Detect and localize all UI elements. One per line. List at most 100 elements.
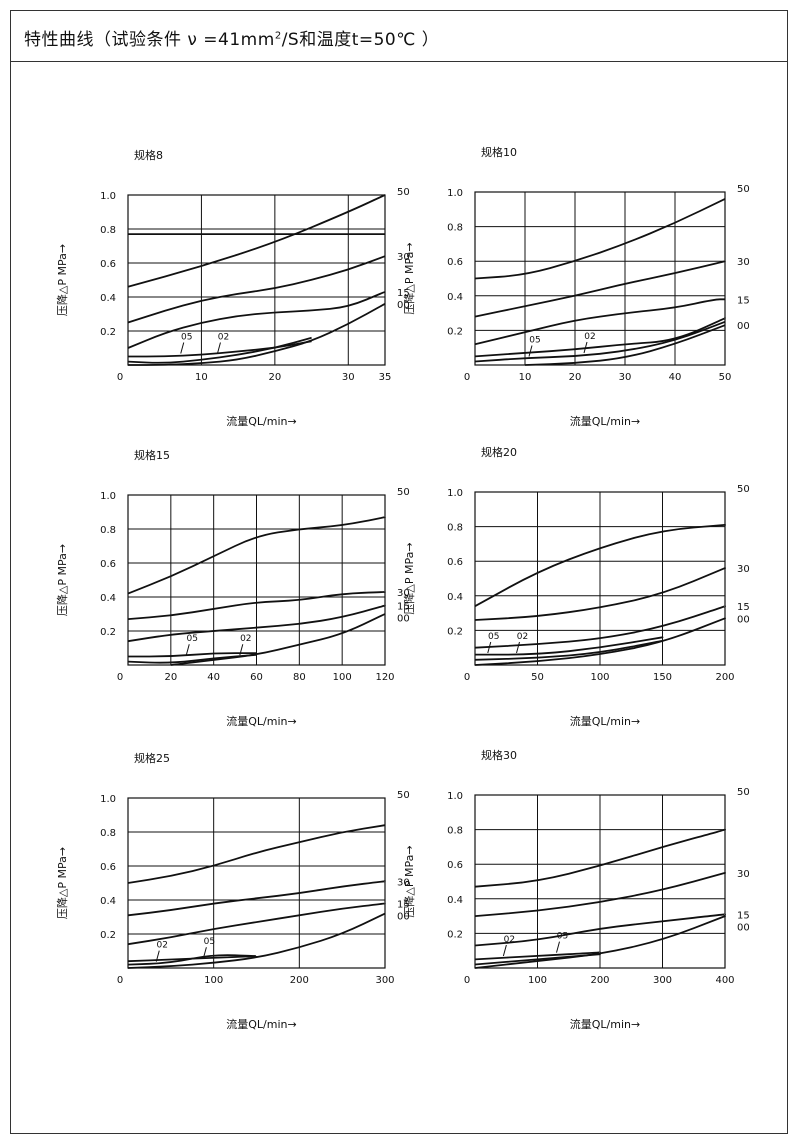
x-tick-label: 100: [590, 672, 609, 683]
series-line-50: [474, 198, 726, 280]
y-tick-label: 0.2: [100, 327, 116, 338]
page-frame: [10, 10, 788, 1134]
annotation-leader: [487, 641, 492, 654]
series-line-30: [474, 260, 726, 318]
x-tick-label: 0: [464, 672, 470, 683]
y-tick-label: 0.2: [447, 326, 463, 337]
annotation-leader: [180, 342, 185, 354]
x-axis-label: 流量QL/min→: [570, 414, 640, 428]
series-label: 30: [397, 877, 410, 888]
page-header: 特性曲线（试验条件 ν =41mm2/S和温度t=50℃ ）: [10, 10, 788, 62]
x-tick-label: 0: [117, 975, 123, 986]
series-line-15: [474, 298, 725, 346]
annotation-leader: [502, 944, 507, 957]
curve-annotation: 02: [504, 935, 515, 945]
series-line-30: [127, 255, 386, 324]
series-label: 00: [397, 911, 410, 922]
curve-annotation: 05: [204, 937, 215, 947]
y-axis-label: 压降△P MPa→: [55, 847, 69, 919]
y-tick-label: 0.8: [447, 223, 463, 234]
series-label: 50: [397, 487, 410, 498]
series-label: 15: [397, 899, 410, 910]
x-tick-label: 200: [590, 975, 609, 986]
y-tick-label: 1.0: [100, 491, 116, 502]
y-tick-label: 0.4: [447, 592, 463, 603]
y-axis-label: 压降△P MPa→: [402, 845, 416, 917]
series-line-50: [474, 524, 726, 607]
y-tick-label: 0.6: [447, 257, 463, 268]
series-line-30: [474, 567, 726, 621]
y-tick-label: 0.2: [100, 627, 116, 638]
y-tick-label: 0.4: [447, 895, 463, 906]
curve-annotation: 02: [584, 332, 595, 342]
y-axis-label: 压降△P MPa→: [402, 542, 416, 614]
series-line-02: [127, 955, 258, 963]
series-label: 30: [397, 588, 410, 599]
chart-title: 规格10: [481, 145, 517, 159]
series-label: 50: [397, 790, 410, 801]
y-tick-label: 0.6: [447, 557, 463, 568]
curve-annotation: 05: [488, 632, 499, 642]
series-line-50: [474, 828, 726, 888]
x-tick-label: 20: [164, 672, 177, 683]
x-tick-label: 120: [375, 672, 394, 683]
chart-title: 规格25: [134, 751, 170, 765]
x-tick-label: 30: [619, 372, 632, 383]
annotation-leader: [583, 341, 588, 354]
title-superscript: 2: [274, 30, 282, 42]
chart-title: 规格20: [481, 445, 517, 459]
curve-annotation: 02: [240, 634, 251, 644]
curve-annotation: 02: [157, 941, 168, 951]
series-line-15: [127, 290, 386, 349]
y-tick-label: 1.0: [447, 791, 463, 802]
y-tick-label: 0.6: [100, 862, 116, 873]
series-line-30: [127, 880, 386, 917]
curve-annotation: 05: [181, 333, 192, 343]
series-label: 15: [737, 910, 750, 921]
chart-title: 规格30: [481, 748, 517, 762]
series-line-50: [127, 194, 386, 288]
series-line-05: [475, 636, 664, 656]
y-tick-label: 0.8: [100, 225, 116, 236]
series-label: 50: [737, 184, 750, 195]
series-label: 50: [737, 484, 750, 495]
series-label: 00: [397, 300, 410, 311]
series-line-15: [474, 605, 726, 649]
annotation-leader: [202, 947, 207, 959]
x-tick-label: 300: [653, 975, 672, 986]
y-tick-label: 0.2: [100, 930, 116, 941]
curve-annotation: 02: [517, 632, 528, 642]
x-axis-label: 流量QL/min→: [570, 714, 640, 728]
series-line-00: [474, 617, 726, 666]
x-tick-label: 35: [379, 372, 392, 383]
series-line-00: [474, 915, 726, 969]
x-tick-label: 100: [333, 672, 352, 683]
x-tick-label: 400: [715, 975, 734, 986]
series-line-00: [170, 613, 386, 666]
x-tick-label: 0: [464, 975, 470, 986]
series-line-00: [524, 324, 726, 366]
y-axis-label: 压降△P MPa→: [55, 244, 69, 316]
series-line-02: [474, 320, 726, 363]
y-tick-label: 0.8: [447, 523, 463, 534]
series-line-15: [127, 902, 386, 946]
x-tick-label: 10: [195, 372, 208, 383]
series-line-00: [128, 302, 386, 366]
series-label: 30: [397, 252, 410, 263]
y-axis-label: 压降△P MPa→: [402, 242, 416, 314]
y-tick-label: 0.8: [447, 826, 463, 837]
x-tick-label: 0: [117, 672, 123, 683]
annotation-leader: [239, 644, 244, 656]
y-tick-label: 1.0: [100, 191, 116, 202]
series-label: 15: [737, 602, 750, 613]
curve-annotation: 05: [529, 336, 540, 346]
annotation-leader: [216, 342, 221, 354]
y-tick-label: 0.4: [100, 293, 116, 304]
series-line-15: [474, 913, 726, 947]
y-tick-label: 0.4: [100, 896, 116, 907]
y-tick-label: 1.0: [447, 188, 463, 199]
y-tick-label: 0.6: [100, 259, 116, 270]
y-tick-label: 0.2: [447, 929, 463, 940]
series-line-50: [127, 824, 386, 884]
x-tick-label: 40: [207, 672, 220, 683]
